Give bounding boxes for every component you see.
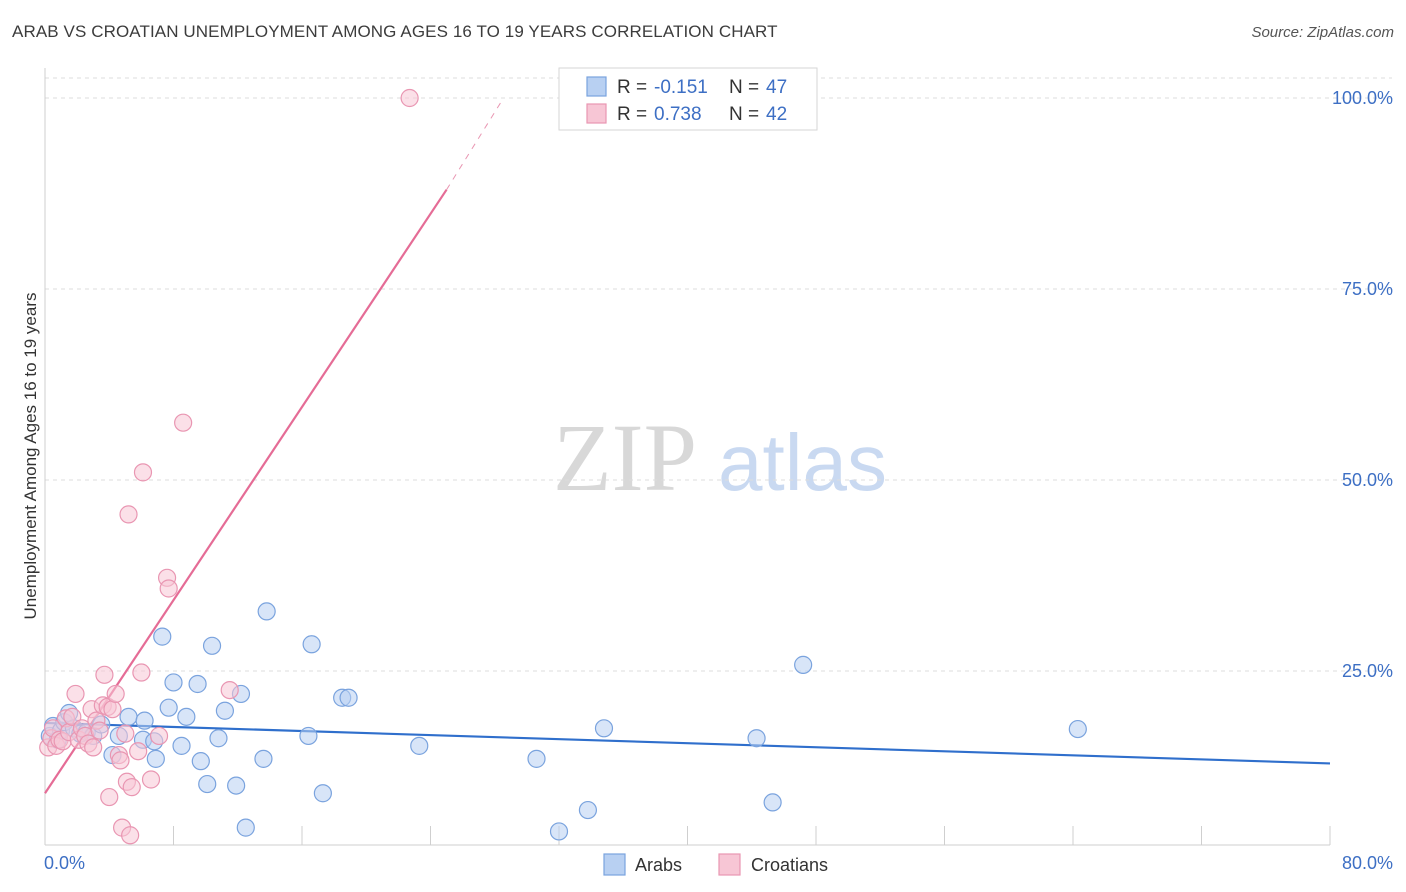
correlation-legend: R = -0.151 N = 47 R = 0.738 N = 42: [558, 67, 818, 131]
point-arabs: [191, 752, 210, 771]
point-arabs: [146, 749, 165, 768]
point-arabs: [164, 673, 183, 692]
legend-arabs-r-value: -0.151: [654, 77, 708, 98]
point-arabs: [188, 674, 207, 694]
data-points: [39, 88, 1087, 845]
point-arabs: [299, 726, 318, 746]
point-croatians: [103, 700, 122, 719]
y-tick-label: 50.0%: [1342, 470, 1393, 490]
legend-arabs-swatch: [586, 76, 607, 97]
point-arabs: [177, 707, 196, 726]
point-arabs: [209, 729, 228, 748]
legend-arabs-n-label: N =: [729, 77, 759, 98]
point-arabs: [313, 784, 332, 803]
point-arabs: [254, 749, 273, 768]
point-croatians: [100, 787, 119, 807]
point-croatians: [111, 751, 130, 770]
point-croatians: [90, 721, 109, 740]
point-croatians: [400, 88, 419, 108]
point-arabs: [257, 602, 276, 621]
watermark-zip: ZIP: [553, 404, 697, 511]
watermark: ZIP atlas: [553, 404, 887, 511]
point-croatians: [121, 826, 140, 845]
point-arabs: [215, 701, 234, 720]
legend-croatians-r-label: R =: [617, 104, 647, 125]
series-legend-croatians-swatch: [718, 853, 741, 876]
x-tick-label-max: 80.0%: [1342, 853, 1393, 873]
point-arabs: [747, 729, 766, 748]
point-croatians: [122, 778, 141, 797]
series-legend-arabs-swatch: [603, 853, 626, 876]
point-arabs: [202, 636, 222, 655]
point-croatians: [84, 738, 103, 757]
point-arabs: [198, 774, 217, 794]
point-arabs: [159, 698, 178, 717]
legend-croatians-swatch: [586, 103, 607, 124]
y-axis-label: Unemployment Among Ages 16 to 19 years: [21, 293, 40, 620]
point-croatians: [159, 579, 178, 598]
point-arabs: [135, 711, 154, 730]
x-tick-label-min: 0.0%: [44, 853, 85, 873]
chart-title: ARAB VS CROATIAN UNEMPLOYMENT AMONG AGES…: [12, 22, 778, 41]
point-croatians: [132, 663, 151, 682]
gridlines: [45, 77, 1392, 672]
trend-line-croatians-extension: [446, 101, 502, 190]
point-croatians: [66, 684, 85, 704]
legend-arabs-r-label: R =: [617, 77, 647, 98]
point-arabs: [172, 736, 191, 755]
point-croatians: [141, 770, 161, 789]
point-arabs: [578, 800, 598, 820]
point-arabs: [153, 627, 172, 646]
point-arabs: [594, 719, 614, 738]
series-legend-arabs-label: Arabs: [635, 855, 682, 875]
point-croatians: [116, 724, 135, 743]
point-croatians: [129, 742, 148, 761]
watermark-atlas: atlas: [718, 418, 887, 507]
legend-arabs-n-value: 47: [766, 77, 787, 98]
point-croatians: [119, 505, 138, 524]
point-arabs: [339, 688, 358, 707]
point-arabs: [763, 793, 782, 812]
point-croatians: [133, 463, 153, 482]
point-arabs: [227, 776, 246, 795]
legend-croatians-n-value: 42: [766, 104, 787, 125]
point-arabs: [549, 822, 569, 841]
y-tick-label: 75.0%: [1342, 279, 1393, 299]
point-croatians: [95, 665, 114, 684]
point-croatians: [149, 726, 169, 746]
point-arabs: [794, 655, 813, 674]
point-arabs: [410, 736, 429, 755]
point-arabs: [527, 749, 546, 768]
y-tick-label: 100.0%: [1332, 88, 1393, 108]
point-croatians: [106, 684, 125, 704]
legend-croatians-r-value: 0.738: [654, 104, 702, 125]
source-label: Source: ZipAtlas.com: [1251, 24, 1394, 41]
axes: 25.0% 50.0% 75.0% 100.0% 0.0% 80.0%: [44, 68, 1393, 873]
series-legend-croatians-label: Croatians: [751, 855, 828, 875]
point-arabs: [119, 707, 138, 726]
legend-croatians-n-label: N =: [729, 104, 759, 125]
point-arabs: [1068, 719, 1087, 739]
point-arabs: [236, 818, 255, 837]
trend-line-arabs: [44, 721, 1331, 765]
point-croatians: [174, 413, 193, 432]
point-arabs: [302, 635, 321, 654]
point-croatians: [220, 680, 239, 700]
y-tick-label: 25.0%: [1342, 661, 1393, 681]
series-legend: Arabs Croatians: [603, 853, 828, 876]
